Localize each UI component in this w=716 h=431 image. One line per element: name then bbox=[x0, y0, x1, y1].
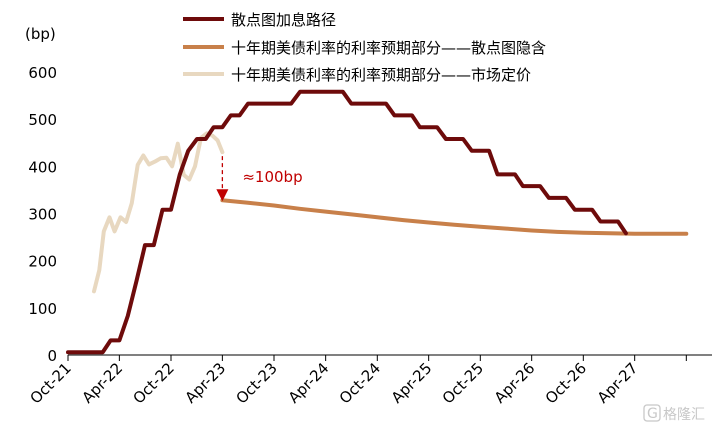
x-axis-ticks: Oct-21 Apr-22 Oct-22 Apr-23 Oct-23 Apr-24 Oct-… bbox=[26, 355, 687, 407]
y-tick-label: 300 bbox=[28, 206, 57, 224]
y-axis-ticks: 0 100 200 300 400 500 600 bbox=[28, 64, 57, 365]
x-tick-label: Oct-25 bbox=[439, 359, 487, 407]
series-line-market-pricing bbox=[92, 131, 225, 294]
legend-label-dot-plot-implied: 十年期美债利率的利率预期部分——散点图隐含 bbox=[231, 39, 546, 57]
legend-label-dot-plot-path: 散点图加息路径 bbox=[231, 11, 336, 29]
y-axis-unit: (bp) bbox=[25, 25, 56, 43]
x-tick-label: Oct-22 bbox=[129, 359, 177, 407]
legend-label-market-pricing: 十年期美债利率的利率预期部分——市场定价 bbox=[231, 66, 531, 84]
x-tick-label: Oct-23 bbox=[232, 359, 280, 407]
annotation: ≈100bp bbox=[216, 156, 303, 202]
x-tick-label: Oct-24 bbox=[336, 359, 384, 407]
x-tick-label: Apr-26 bbox=[491, 359, 539, 407]
y-tick-label: 100 bbox=[28, 300, 57, 318]
x-tick-label: Apr-22 bbox=[78, 359, 126, 407]
series-layer bbox=[66, 89, 689, 355]
x-tick-label: Apr-27 bbox=[594, 359, 642, 407]
series-line-dot-plot-implied bbox=[220, 198, 689, 236]
watermark-text: 格隆汇 bbox=[663, 407, 705, 423]
x-tick-label: Apr-23 bbox=[181, 359, 229, 407]
y-tick-label: 500 bbox=[28, 111, 57, 129]
annotation-arrowhead bbox=[216, 189, 229, 202]
legend: 散点图加息路径 十年期美债利率的利率预期部分——散点图隐含 十年期美债利率的利率… bbox=[183, 11, 546, 84]
x-tick-label: Oct-21 bbox=[26, 359, 74, 407]
x-tick-label: Apr-24 bbox=[285, 359, 333, 407]
y-tick-label: 400 bbox=[28, 158, 57, 176]
y-tick-label: 0 bbox=[47, 347, 57, 365]
watermark: G 格隆汇 bbox=[643, 404, 705, 423]
x-tick-label: Oct-26 bbox=[542, 359, 590, 407]
annotation-label: ≈100bp bbox=[242, 168, 302, 186]
watermark-logo-icon bbox=[643, 404, 661, 422]
y-tick-label: 600 bbox=[28, 64, 57, 82]
series-line-dot-plot-path bbox=[66, 89, 628, 355]
x-tick-label: Apr-25 bbox=[388, 359, 436, 407]
y-tick-label: 200 bbox=[28, 253, 57, 271]
watermark-logo-glyph: G bbox=[647, 406, 658, 422]
